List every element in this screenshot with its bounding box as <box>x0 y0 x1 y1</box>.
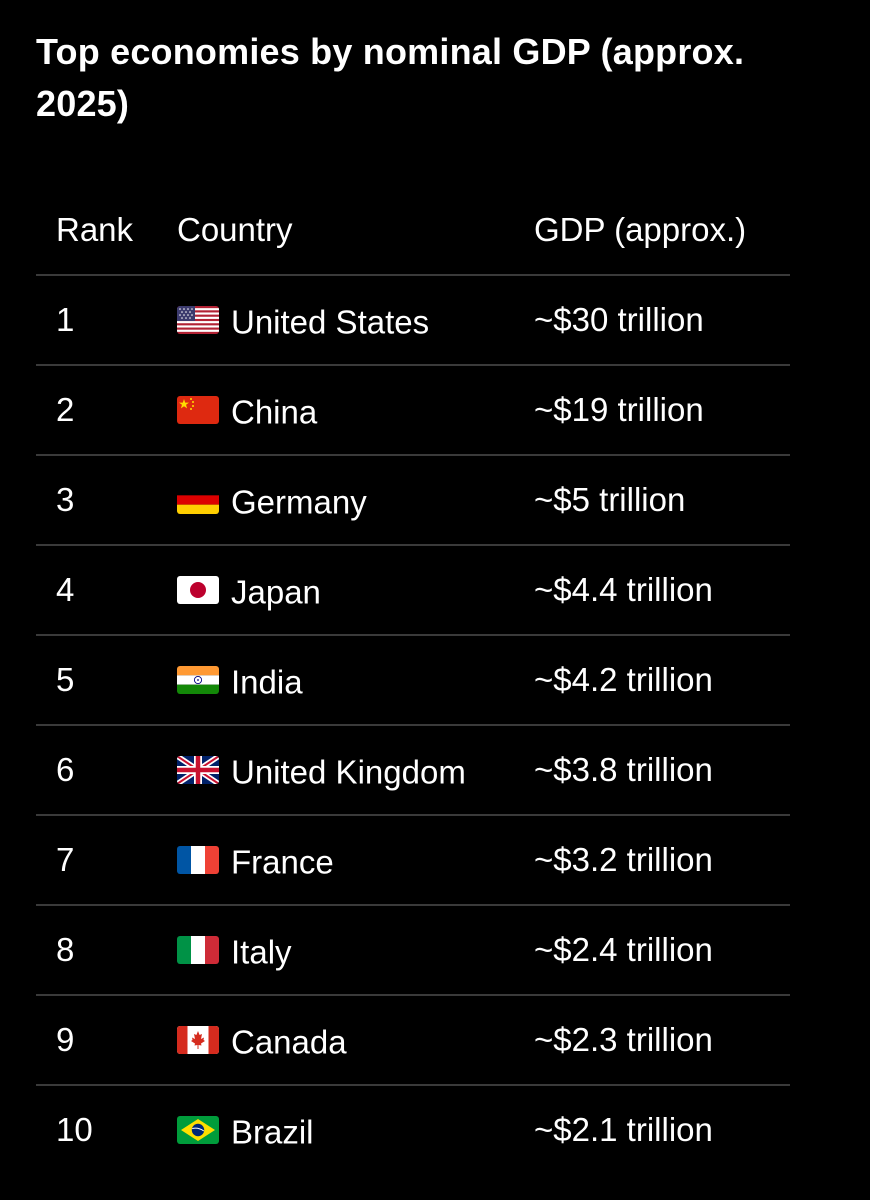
gdp-table: Rank Country GDP (approx.) 1 <box>36 186 790 1176</box>
country-name: Germany <box>231 483 367 521</box>
gdp-cell: ~$19 trillion <box>534 391 704 428</box>
japan-flag-icon <box>177 576 219 605</box>
country-name: China <box>231 393 318 431</box>
country-cell: Italy <box>177 906 292 994</box>
brazil-flag-icon <box>177 1116 219 1145</box>
country-cell: United Kingdom <box>177 726 466 814</box>
country-cell: Japan <box>177 546 321 634</box>
gdp-cell: ~$4.2 trillion <box>534 661 713 698</box>
gdp-cell: ~$4.4 trillion <box>534 571 713 608</box>
gdp-cell: ~$2.4 trillion <box>534 931 713 968</box>
country-cell: Germany <box>177 456 367 544</box>
table-row: 1 <box>36 276 790 366</box>
table-row: 8 Italy ~$2.4 trillion <box>36 906 790 996</box>
rank-cell: 9 <box>56 1021 75 1058</box>
country-cell: China <box>177 366 317 454</box>
gdp-cell: ~$2.3 trillion <box>534 1021 713 1058</box>
country-name: India <box>231 663 303 701</box>
country-name: United States <box>231 303 430 341</box>
table-row: 10 Brazil ~$2.1 trillion <box>36 1086 790 1176</box>
us-flag-icon <box>177 306 219 335</box>
uk-flag-icon <box>177 756 219 785</box>
country-cell: Canada <box>177 996 347 1084</box>
india-flag-icon <box>177 666 219 695</box>
italy-flag-icon <box>177 936 219 965</box>
rank-cell: 1 <box>56 301 75 338</box>
france-flag-icon <box>177 846 219 875</box>
table-row: 7 France ~$3.2 trillion <box>36 816 790 906</box>
rank-cell: 3 <box>56 481 75 518</box>
country-name: France <box>231 843 334 881</box>
rank-cell: 7 <box>56 841 75 878</box>
country-name: Japan <box>231 573 321 611</box>
country-cell: Brazil <box>177 1086 314 1174</box>
page-title: Top economies by nominal GDP (approx. 20… <box>36 31 745 124</box>
rank-cell: 2 <box>56 391 75 428</box>
header-country: Country <box>177 211 293 248</box>
gdp-cell: ~$3.2 trillion <box>534 841 713 878</box>
rank-cell: 8 <box>56 931 75 968</box>
country-name: Brazil <box>231 1113 314 1151</box>
table-row: 2 China ~$19 trillion <box>36 366 790 456</box>
gdp-cell: ~$30 trillion <box>534 301 704 338</box>
table-row: 3 Germany ~$5 trillion <box>36 456 790 546</box>
country-cell: France <box>177 816 334 904</box>
rank-cell: 5 <box>56 661 75 698</box>
canada-flag-icon <box>177 1026 219 1055</box>
china-flag-icon <box>177 396 219 425</box>
rank-cell: 4 <box>56 571 75 608</box>
table-row: 5 India ~$4.2 trillion <box>36 636 790 726</box>
table-row: 6 United Kingdom ~$3.8 trillion <box>36 726 790 816</box>
table-header-row: Rank Country GDP (approx.) <box>36 186 790 276</box>
gdp-cell: ~$5 trillion <box>534 481 686 518</box>
country-name: United Kingdom <box>231 753 466 791</box>
header-rank: Rank <box>56 211 134 248</box>
gdp-cell: ~$2.1 trillion <box>534 1111 713 1148</box>
germany-flag-icon <box>177 486 219 515</box>
header-gdp: GDP (approx.) <box>534 211 747 248</box>
table-row: 9 Canada ~$2.3 trillion <box>36 996 790 1086</box>
rank-cell: 10 <box>56 1111 93 1148</box>
country-name: Canada <box>231 1023 347 1061</box>
country-cell: United States <box>177 276 429 364</box>
rank-cell: 6 <box>56 751 75 788</box>
country-name: Italy <box>231 933 292 971</box>
table-row: 4 Japan ~$4.4 trillion <box>36 546 790 636</box>
country-cell: India <box>177 636 303 724</box>
gdp-cell: ~$3.8 trillion <box>534 751 713 788</box>
